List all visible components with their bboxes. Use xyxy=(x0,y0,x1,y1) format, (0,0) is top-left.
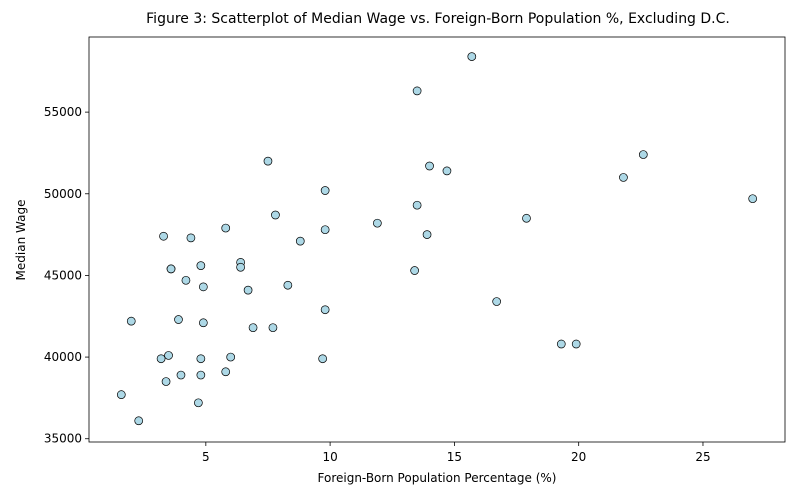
data-point xyxy=(442,166,452,176)
data-point xyxy=(412,200,422,210)
data-point xyxy=(126,316,136,326)
data-point xyxy=(221,223,231,233)
data-point xyxy=(248,323,258,333)
data-point xyxy=(638,150,648,159)
data-point xyxy=(492,297,502,306)
data-point xyxy=(166,264,176,274)
data-point xyxy=(196,261,206,270)
data-point xyxy=(318,354,328,364)
data-point xyxy=(196,370,206,380)
data-point xyxy=(236,262,245,272)
data-point xyxy=(159,231,168,241)
data-point xyxy=(412,86,422,96)
data-point xyxy=(164,351,173,360)
x-tick-label: 25 xyxy=(695,450,710,464)
y-tick-label: 35000 xyxy=(44,432,82,446)
y-tick-label: 45000 xyxy=(44,268,82,282)
data-point xyxy=(181,275,191,285)
data-point xyxy=(176,370,186,380)
data-point xyxy=(116,390,126,399)
y-tick-label: 55000 xyxy=(44,105,82,119)
data-point xyxy=(372,218,382,228)
data-point xyxy=(198,282,208,292)
data-point xyxy=(425,161,434,171)
plot-area: 5 10 15 20 25 35000 40000 45000 50000 55000 xyxy=(44,36,786,464)
data-point xyxy=(198,318,208,328)
data-point xyxy=(174,315,183,324)
data-point xyxy=(243,285,253,295)
data-point xyxy=(226,352,236,362)
data-point xyxy=(619,173,628,182)
data-point xyxy=(320,305,330,315)
x-tick-label: 5 xyxy=(202,450,210,464)
data-point xyxy=(522,213,531,223)
data-point xyxy=(156,354,166,364)
data-point xyxy=(161,377,171,386)
data-point xyxy=(283,280,293,290)
data-point xyxy=(263,156,273,166)
data-point xyxy=(196,354,206,364)
data-point xyxy=(271,210,280,220)
x-tick-label: 10 xyxy=(322,450,337,464)
x-tick-label: 15 xyxy=(447,450,462,464)
y-tick-label: 40000 xyxy=(44,350,82,364)
data-point xyxy=(556,339,566,349)
data-point xyxy=(295,236,305,246)
data-point xyxy=(748,194,758,204)
data-point xyxy=(467,52,477,61)
data-point xyxy=(194,398,203,408)
chart-title: Figure 3: Scatterplot of Median Wage vs.… xyxy=(146,11,730,27)
data-point xyxy=(186,233,196,243)
x-tick-label: 20 xyxy=(571,450,586,464)
y-tick-label: 50000 xyxy=(44,187,82,201)
data-point xyxy=(221,367,231,377)
data-point xyxy=(571,339,581,349)
y-axis-label: Median Wage xyxy=(14,200,28,281)
data-point xyxy=(268,323,278,333)
data-point xyxy=(134,416,144,426)
data-point xyxy=(320,186,330,195)
data-point xyxy=(422,230,432,239)
x-axis-label: Foreign-Born Population Percentage (%) xyxy=(318,471,557,485)
data-point xyxy=(410,266,419,275)
plot-frame xyxy=(88,36,786,443)
data-point xyxy=(320,225,330,235)
